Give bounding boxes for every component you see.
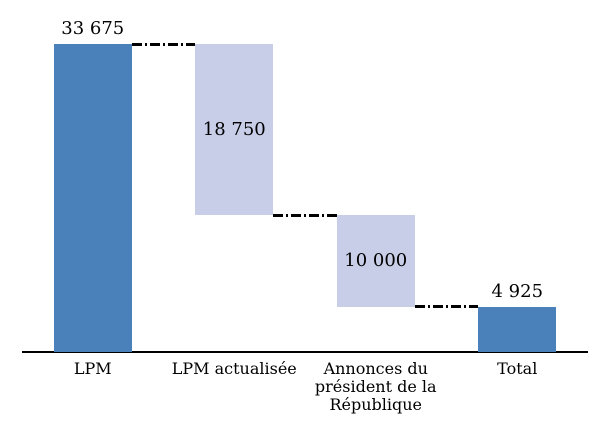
value-label-lpm-actualisee: 18 750 xyxy=(202,118,266,140)
category-label-lpm: LPM xyxy=(73,359,112,378)
connector-line-2 xyxy=(273,213,337,217)
value-label-total: 4 925 xyxy=(491,280,544,302)
bar-total xyxy=(478,306,557,352)
category-label-lpm-actualisee: LPM actualisée xyxy=(171,359,297,378)
value-label-annonces-du-president-de-la-republique: 10 000 xyxy=(344,250,408,272)
connector-line-3 xyxy=(414,305,479,309)
bar-lpm-actualisee xyxy=(195,44,274,216)
bar-annonces-du-president-de-la-republique xyxy=(336,215,415,307)
x-axis-line xyxy=(22,351,588,353)
bar-lpm xyxy=(53,44,132,352)
connector-line-1 xyxy=(131,42,196,46)
category-label-annonces-du-president-de-la-republique: Annonces du président de la République xyxy=(314,359,437,414)
category-label-total: Total xyxy=(497,359,538,378)
value-label-lpm: 33 675 xyxy=(61,18,125,39)
